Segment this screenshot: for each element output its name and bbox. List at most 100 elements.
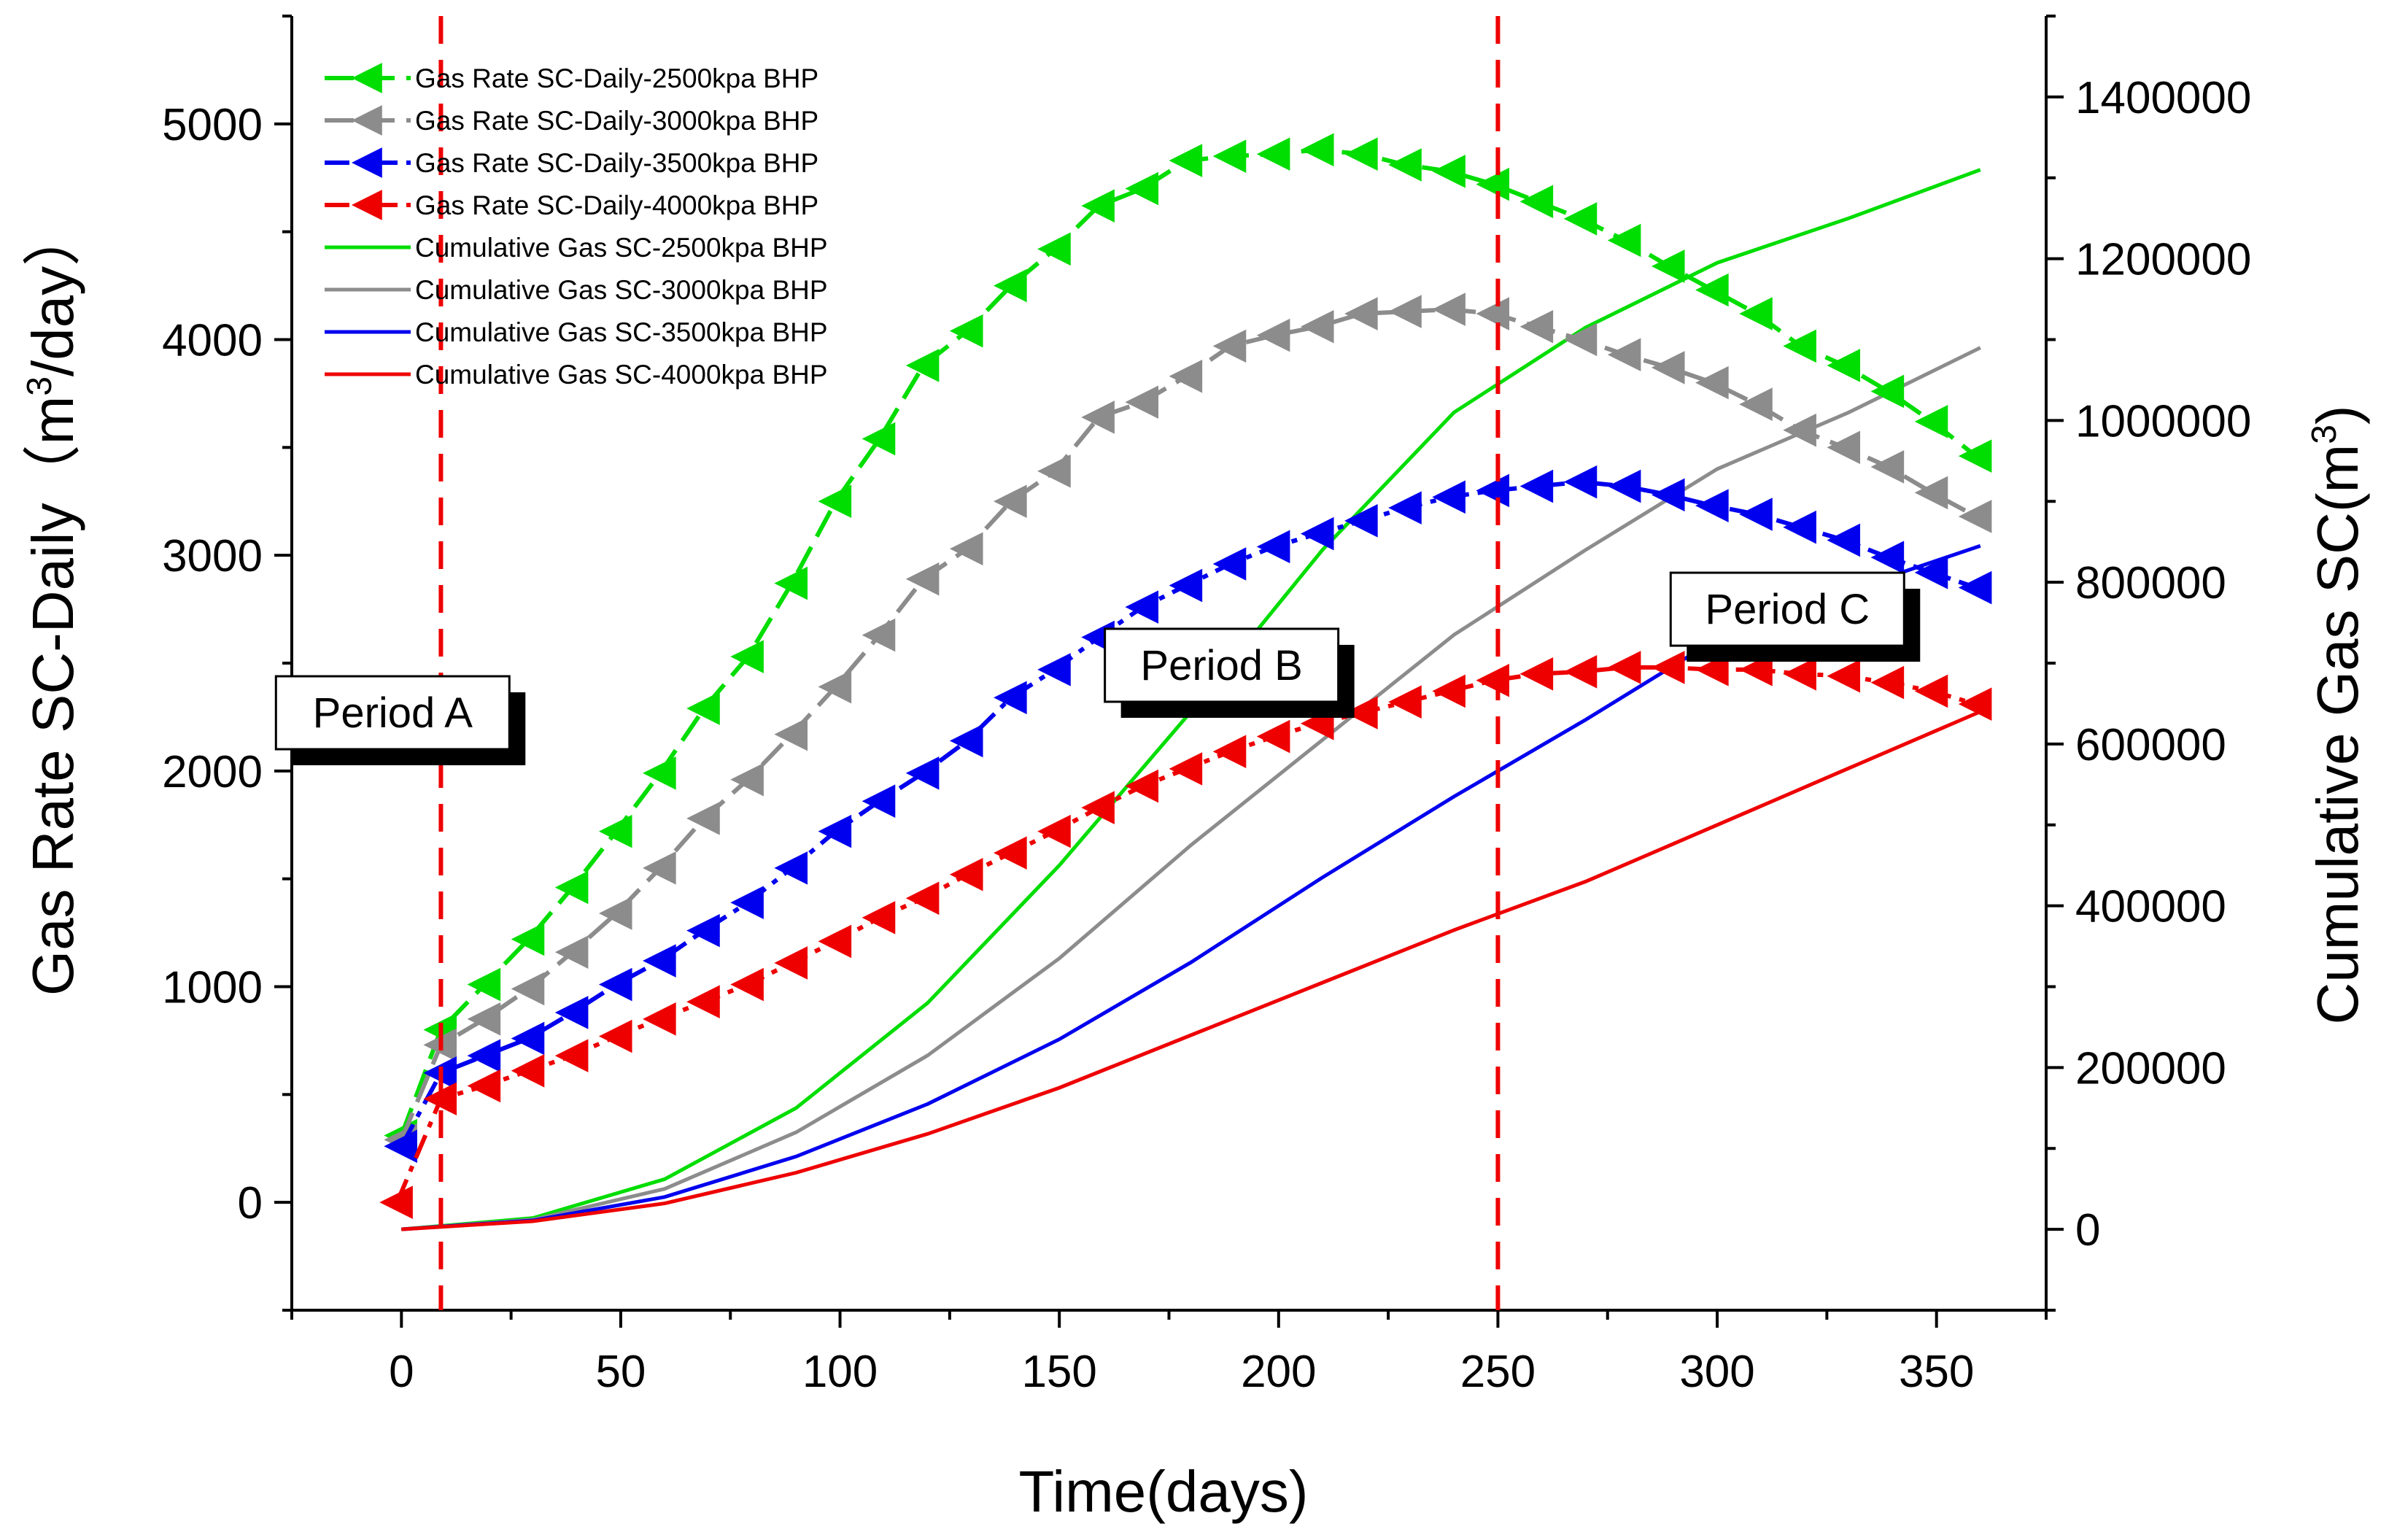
y2-tick-label: 1000000 <box>2075 396 2251 446</box>
y-tick-label: 4000 <box>162 316 263 366</box>
legend-item: Gas Rate SC-Daily-3000kpa BHP <box>325 105 818 136</box>
rate-point-marker <box>686 802 720 835</box>
y2-tick-label: 1400000 <box>2075 73 2251 123</box>
y-tick-label: 3000 <box>162 531 263 581</box>
rate-point-marker <box>1563 655 1598 689</box>
rate-point-marker <box>1914 405 1948 438</box>
rate-point-marker <box>1607 338 1641 371</box>
rate-point-marker <box>1870 450 1905 484</box>
cumulative-series-line <box>401 346 1981 1231</box>
rate-point-marker <box>994 268 1027 303</box>
rate-point-marker <box>1256 719 1290 754</box>
period-label-box: Period B <box>1104 627 1355 718</box>
rate-point-marker <box>379 1185 413 1219</box>
rate-point-marker <box>1563 202 1598 236</box>
rate-point-marker <box>554 870 589 905</box>
rate-point-marker <box>1739 297 1773 330</box>
rate-point-marker <box>1607 469 1641 503</box>
rate-point-marker <box>1256 318 1290 352</box>
legend-item: Cumulative Gas SC-2500kpa BHP <box>325 233 828 263</box>
rate-point-marker <box>1651 651 1685 684</box>
rate-point-marker <box>554 996 589 1029</box>
rate-point-marker <box>1519 185 1554 219</box>
rate-point-marker <box>511 1054 545 1088</box>
legend-marker-swatch <box>352 147 382 178</box>
rate-point-marker <box>818 670 852 704</box>
rate-point-marker <box>730 886 764 919</box>
rate-point-marker <box>467 1002 501 1036</box>
period-annotations: Period A Period B Period C <box>274 571 1921 766</box>
legend-label: Cumulative Gas SC-3000kpa BHP <box>415 275 828 305</box>
period-label-text: Period C <box>1705 586 1870 633</box>
rate-point-marker <box>1563 465 1598 499</box>
rate-point-marker <box>467 1069 501 1103</box>
rate-point-marker <box>1344 297 1378 330</box>
y2-tick-label: 200000 <box>2075 1043 2226 1094</box>
rate-point-marker <box>1432 293 1465 326</box>
rate-point-marker <box>1344 504 1378 538</box>
rate-point-marker <box>598 1019 632 1053</box>
legend-item: Cumulative Gas SC-3000kpa BHP <box>325 275 828 305</box>
rate-point-marker <box>1607 223 1641 258</box>
rate-point-marker <box>1870 374 1905 409</box>
rate-point-marker <box>1256 530 1290 564</box>
rate-point-marker <box>1037 814 1071 848</box>
rate-point-marker <box>1651 478 1685 512</box>
rate-point-marker <box>949 314 983 348</box>
rate-point-marker <box>1432 155 1465 188</box>
rate-point-marker <box>1212 547 1247 581</box>
rate-point-marker <box>818 484 852 519</box>
rate-point-marker <box>1827 523 1861 557</box>
rate-point-marker <box>1169 359 1203 393</box>
y-axis-right: 0 200000 400000 600000 800000 1000000 1200000 1… <box>2046 15 2251 1312</box>
x-tick-label: 0 <box>389 1347 414 1397</box>
rate-point-marker <box>730 967 764 1002</box>
rate-point-marker <box>1388 685 1422 719</box>
rate-point-marker <box>994 681 1027 715</box>
rate-point-marker <box>1870 665 1905 700</box>
rate-point-marker <box>686 692 720 725</box>
rate-point-marker <box>643 756 676 790</box>
rate-point-marker <box>1300 309 1334 344</box>
rate-point-marker <box>905 349 940 382</box>
y-axis-title: Gas Rate SC-Daily（m3/day） <box>20 208 85 996</box>
rate-point-marker <box>861 901 896 935</box>
rate-point-marker <box>1914 556 1948 589</box>
rate-point-marker <box>949 724 983 758</box>
x-tick-label: 250 <box>1460 1347 1536 1397</box>
rate-point-marker <box>1476 167 1510 201</box>
rate-point-marker <box>1783 413 1816 447</box>
rate-point-marker <box>467 967 501 1002</box>
x-tick-label: 50 <box>595 1347 646 1397</box>
rate-point-marker <box>1125 171 1159 206</box>
period-box-frame <box>274 675 511 751</box>
x-axis-title: Time(days) <box>1018 1459 1308 1524</box>
rate-point-marker <box>1476 663 1510 697</box>
y2-axis-title-sup: 3 <box>2305 425 2344 444</box>
rate-point-marker <box>949 532 983 566</box>
x-tick-label: 100 <box>802 1347 878 1397</box>
rate-point-marker <box>1037 653 1071 686</box>
rate-point-marker <box>1081 401 1115 434</box>
y2-axis-title-suffix: ) <box>2305 405 2370 425</box>
rate-point-marker <box>1827 349 1861 382</box>
legend-item: Cumulative Gas SC-4000kpa BHP <box>325 360 828 390</box>
rate-point-marker <box>511 1021 545 1056</box>
rate-point-marker <box>1037 454 1071 488</box>
rate-point-marker <box>1607 651 1641 684</box>
rate-point-marker <box>1958 687 1992 721</box>
rate-point-marker <box>1081 791 1115 824</box>
rate-point-marker <box>1519 309 1554 344</box>
period-label-text: Period B <box>1140 642 1302 689</box>
rate-point-marker <box>730 762 764 797</box>
y-tick-label: 2000 <box>162 747 263 797</box>
rate-point-marker <box>686 913 720 948</box>
rate-point-marker <box>1169 752 1203 786</box>
rate-point-marker <box>1914 476 1948 510</box>
rate-point-marker <box>1958 439 1992 473</box>
rate-point-marker <box>1300 133 1334 167</box>
rate-point-marker <box>1432 674 1465 708</box>
rate-point-marker <box>1125 385 1159 419</box>
y-axis-title-unit-sup: 3 <box>20 376 59 396</box>
rate-point-marker <box>1827 659 1861 693</box>
